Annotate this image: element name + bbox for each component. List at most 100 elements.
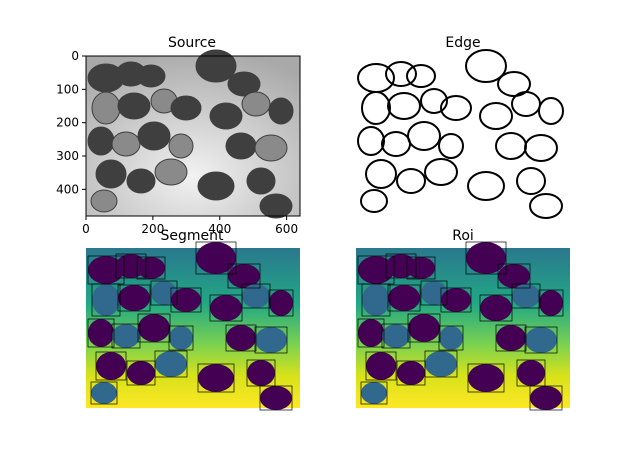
cell-blob bbox=[517, 360, 545, 386]
region-box bbox=[360, 381, 388, 405]
cell-blob bbox=[137, 257, 165, 279]
cell-blob bbox=[397, 361, 425, 385]
region-box bbox=[95, 351, 127, 381]
cell-blob bbox=[539, 290, 563, 316]
cell-blob bbox=[360, 189, 388, 213]
y-tick-label: 100 bbox=[56, 82, 79, 96]
cell-blob bbox=[127, 361, 155, 385]
x-tick-label: 400 bbox=[208, 222, 231, 236]
cell-blob bbox=[225, 132, 257, 160]
cell-blob bbox=[91, 91, 121, 125]
region-box bbox=[495, 324, 527, 352]
panel-title-edge: Edge bbox=[445, 35, 480, 51]
cell-blob bbox=[467, 171, 505, 201]
cell-blob bbox=[382, 324, 410, 348]
cell-blob bbox=[90, 189, 118, 213]
cell-blob bbox=[247, 360, 275, 386]
cell-blob bbox=[529, 193, 563, 219]
region-box bbox=[424, 350, 458, 378]
region-box bbox=[115, 253, 147, 279]
panel-title-segment: Segment bbox=[161, 228, 225, 244]
cell-blob bbox=[388, 285, 420, 311]
y-tick-label: 0 bbox=[71, 49, 79, 63]
panel-title-roi: Roi bbox=[452, 228, 474, 244]
region-box bbox=[529, 385, 563, 411]
cell-blob bbox=[480, 295, 512, 321]
region-box bbox=[259, 385, 293, 411]
cell-blob bbox=[420, 88, 448, 114]
cell-blob bbox=[366, 352, 396, 380]
cell-blob bbox=[255, 327, 287, 353]
region-box bbox=[438, 325, 464, 351]
segment-cells bbox=[88, 242, 293, 410]
cell-blob bbox=[92, 284, 120, 316]
cell-blob bbox=[361, 382, 387, 404]
cell-blob bbox=[95, 159, 127, 189]
cell-blob bbox=[439, 326, 463, 350]
cell-blob bbox=[385, 61, 417, 87]
cell-blob bbox=[111, 131, 141, 157]
region-box bbox=[361, 283, 391, 317]
cell-blob bbox=[516, 167, 546, 195]
region-box bbox=[227, 263, 261, 289]
x-tick-label: 200 bbox=[141, 222, 164, 236]
cell-blob bbox=[195, 49, 237, 83]
region-box bbox=[406, 256, 436, 280]
region-box bbox=[381, 323, 411, 349]
edge-contours bbox=[357, 49, 564, 219]
cell-blob bbox=[396, 168, 426, 194]
cell-blob bbox=[259, 193, 293, 219]
cell-blob bbox=[358, 256, 394, 284]
cell-blob bbox=[126, 168, 156, 194]
cell-blob bbox=[441, 288, 471, 312]
cell-blob bbox=[171, 288, 201, 312]
region-box bbox=[497, 263, 531, 289]
cell-blob bbox=[465, 49, 507, 83]
x-tick-label: 600 bbox=[275, 222, 298, 236]
cell-blob bbox=[168, 133, 194, 159]
cell-blob bbox=[117, 92, 151, 120]
region-box bbox=[87, 318, 115, 348]
cell-blob bbox=[170, 95, 202, 121]
segment-image-panel bbox=[86, 241, 300, 411]
cell-blob bbox=[406, 64, 436, 88]
cell-blob bbox=[118, 285, 150, 311]
region-box bbox=[154, 350, 188, 378]
cell-blob bbox=[254, 134, 288, 162]
cell-blob bbox=[407, 257, 435, 279]
cell-blob bbox=[210, 295, 242, 321]
cell-blob bbox=[155, 351, 187, 377]
region-box bbox=[357, 318, 385, 348]
region-box bbox=[254, 326, 288, 354]
cell-blob bbox=[468, 364, 504, 392]
cell-blob bbox=[169, 326, 193, 350]
cell-blob bbox=[421, 281, 447, 305]
region-box bbox=[137, 313, 171, 343]
cell-blob bbox=[425, 351, 457, 377]
cell-blob bbox=[137, 121, 171, 151]
cell-blob bbox=[246, 167, 276, 195]
region-box bbox=[387, 284, 421, 312]
cell-blob bbox=[88, 319, 114, 347]
region-box bbox=[365, 351, 397, 381]
cell-blob bbox=[198, 364, 234, 392]
region-box bbox=[168, 325, 194, 351]
cell-blob bbox=[196, 242, 236, 274]
cell-blob bbox=[387, 92, 421, 120]
segment-boxes bbox=[87, 241, 294, 411]
cell-blob bbox=[136, 64, 166, 88]
cell-blob bbox=[530, 386, 562, 410]
cell-blob bbox=[209, 102, 243, 130]
roi-image-panel bbox=[356, 241, 570, 411]
region-box bbox=[467, 363, 505, 393]
region-box bbox=[407, 313, 441, 343]
cell-blob bbox=[466, 242, 506, 274]
region-box bbox=[90, 381, 118, 405]
cell-blob bbox=[496, 325, 526, 351]
region-box bbox=[440, 287, 472, 313]
cell-blob bbox=[242, 284, 270, 308]
cell-blob bbox=[438, 133, 464, 159]
region-box bbox=[111, 323, 141, 349]
cell-blob bbox=[226, 325, 256, 351]
region-box bbox=[268, 289, 294, 317]
